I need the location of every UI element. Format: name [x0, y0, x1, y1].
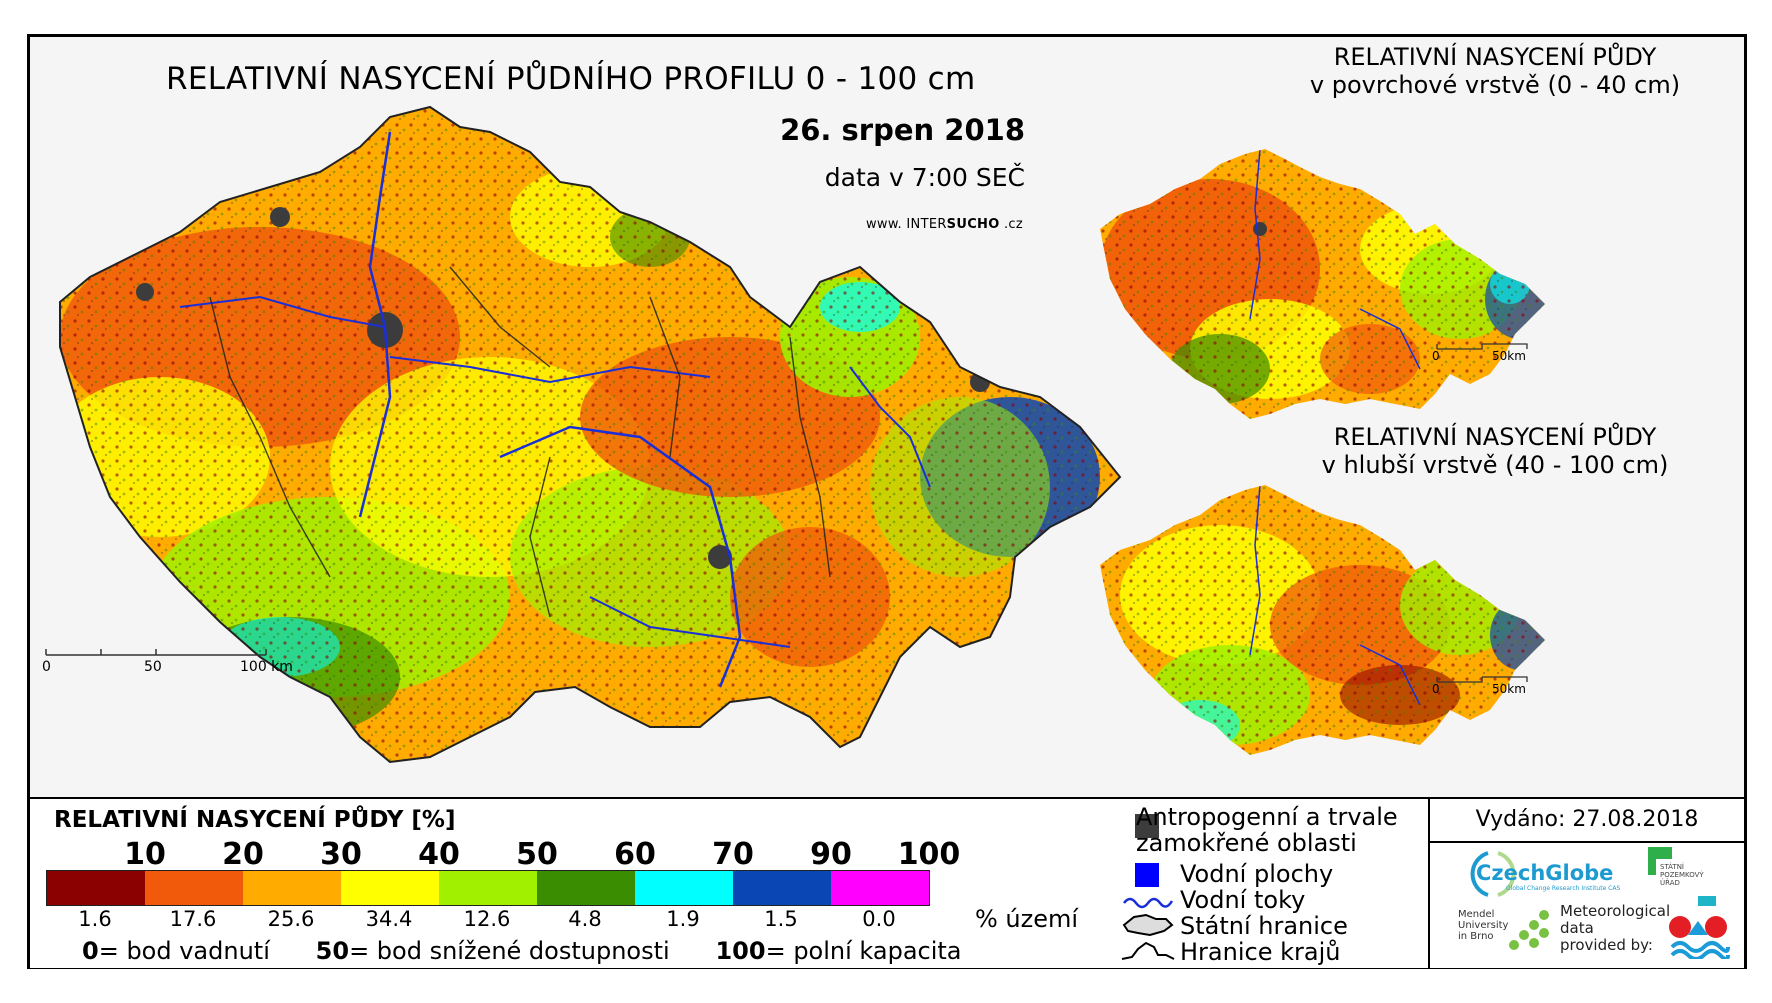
- surface-title-line2: v povrchové vrstvě (0 - 40 cm): [1309, 71, 1681, 99]
- legend-bin-label: 100: [897, 837, 961, 872]
- deep-layer-title: RELATIVNÍ NASYCENÍ PŮDY v hlubší vrstvě …: [1250, 423, 1740, 479]
- legend-bin-label: 10: [124, 837, 166, 872]
- legend-color-swatch: [145, 871, 243, 905]
- website-bold: SUCHO: [946, 217, 1000, 232]
- legend-color-bar: [46, 870, 930, 906]
- spu-line1: STÁTNÍ: [1660, 863, 1684, 871]
- def-0-text: = bod vadnutí: [98, 937, 270, 965]
- rivers-label: Vodní toky: [1180, 886, 1306, 914]
- legend-area-percent: 4.8: [568, 907, 602, 931]
- state-border-icon: [1122, 913, 1174, 937]
- legend-color-swatch: [537, 871, 635, 905]
- legend-area-percent: 0.0: [862, 907, 896, 931]
- def-100-text: = polní kapacita: [765, 937, 962, 965]
- main-map-svg: [45, 106, 1545, 763]
- legend-color-swatch: [47, 871, 145, 905]
- mendel-logo-icon: [1509, 910, 1549, 950]
- legend-area-percent: 1.6: [78, 907, 112, 931]
- legend-bin-label: 90: [810, 837, 852, 872]
- spu-line2: POZEMKOVÝ: [1660, 871, 1704, 879]
- legend-bin-label: 70: [712, 837, 754, 872]
- anthropogenic-area-swatch: [1135, 814, 1159, 838]
- surface-scale-0: 0: [1432, 349, 1440, 363]
- surface-layer-title: RELATIVNÍ NASYCENÍ PŮDY v povrchové vrst…: [1250, 43, 1740, 99]
- deep-title-line1: RELATIVNÍ NASYCENÍ PŮDY: [1333, 423, 1657, 451]
- website-suffix: .cz: [999, 217, 1023, 232]
- def-50-text: = bod snížené dostupnosti: [349, 937, 670, 965]
- river-line-icon: [1123, 897, 1174, 909]
- def-0-num: 0: [82, 937, 99, 965]
- main-scale-label-0: 0: [42, 659, 51, 675]
- spu-logo-icon: [1648, 847, 1672, 859]
- legend-bin-label: 60: [614, 837, 656, 872]
- mendel-logo-text: Mendel University in Brno: [1458, 909, 1508, 942]
- website-link[interactable]: www. INTERSUCHO .cz: [30, 217, 1023, 232]
- legend-area-percent: 1.5: [764, 907, 798, 931]
- legend-color-swatch: [439, 871, 537, 905]
- region-border-icon: [1121, 941, 1175, 960]
- anthropogenic-line1: Antropogenní a trvale: [1136, 803, 1398, 831]
- legend-bin-label: 40: [418, 837, 460, 872]
- surface-title-line1: RELATIVNÍ NASYCENÍ PŮDY: [1333, 43, 1657, 71]
- spu-line3: ÚŘAD: [1660, 879, 1680, 887]
- legend-divider: [1428, 799, 1430, 968]
- legend-color-swatch: [341, 871, 439, 905]
- def-50-num: 50: [315, 937, 350, 965]
- data-time: data v 7:00 SEČ: [824, 163, 1025, 192]
- legend-area-percent: 25.6: [267, 907, 315, 931]
- czechglobe-logo-subtitle: Global Change Research Institute CAS: [1506, 885, 1621, 892]
- mendel-line3: in Brno: [1458, 931, 1494, 942]
- anthropogenic-line2: zamokřené oblasti: [1136, 829, 1357, 857]
- legend-color-swatch: [635, 871, 733, 905]
- legend-area-percent: 12.6: [463, 907, 511, 931]
- mendel-line2: University: [1458, 920, 1509, 931]
- def-100-num: 100: [715, 937, 766, 965]
- czechglobe-logo-icon: [1470, 851, 1516, 897]
- region-border-label: Hranice krajů: [1180, 938, 1341, 966]
- issued-date: Vydáno: 27.08.2018: [1475, 807, 1699, 832]
- map-area: RELATIVNÍ NASYCENÍ PŮDNÍHO PROFILU 0 - 1…: [30, 37, 1744, 797]
- issued-divider: [1428, 841, 1744, 843]
- legend-title: RELATIVNÍ NASYCENÍ PŮDY [%]: [54, 807, 456, 833]
- legend-color-swatch: [243, 871, 341, 905]
- chmi-logo-icon: [1669, 916, 1730, 959]
- deep-scale-0: 0: [1432, 682, 1440, 696]
- legend-bin-label: 20: [222, 837, 264, 872]
- legend-area-percent: 34.4: [365, 907, 413, 931]
- met-line2: data: [1560, 919, 1594, 937]
- map-title: RELATIVNÍ NASYCENÍ PŮDNÍHO PROFILU 0 - 1…: [166, 61, 976, 97]
- legend-panel: RELATIVNÍ NASYCENÍ PŮDY [%] 10 20 30 40 50 60…: [30, 797, 1744, 968]
- spu-logo-bar: [1648, 859, 1656, 875]
- met-data-text: Meteorological data provided by:: [1560, 903, 1670, 954]
- met-line3: provided by:: [1560, 936, 1653, 954]
- main-scale-label-100: 100 km: [240, 659, 293, 675]
- legend-bin-label: 50: [516, 837, 558, 872]
- map-date: 26. srpen 2018: [780, 113, 1025, 147]
- main-scale-label-50: 50: [144, 659, 162, 675]
- legend-definitions: 0= bod vadnutí 50= bod snížené dostupnos…: [82, 937, 962, 965]
- legend-area-percent: 1.9: [666, 907, 700, 931]
- legend-color-swatch: [831, 871, 929, 905]
- spu-logo-text: STÁTNÍ POZEMKOVÝ ÚŘAD: [1660, 863, 1704, 887]
- czechglobe-logo-text: CzechGlobe: [1476, 861, 1614, 885]
- legend-area-percent: 17.6: [169, 907, 217, 931]
- met-line1: Meteorological: [1560, 902, 1671, 920]
- legend-bin-label: 30: [320, 837, 362, 872]
- legend-color-swatch: [733, 871, 831, 905]
- area-unit-label: % území: [975, 905, 1079, 933]
- spu-logo-accent: [1698, 896, 1716, 906]
- water-areas-label: Vodní plochy: [1180, 860, 1334, 888]
- mendel-line1: Mendel: [1458, 909, 1495, 920]
- website-prefix: www. INTER: [865, 217, 947, 232]
- deep-title-line2: v hlubší vrstvě (40 - 100 cm): [1321, 451, 1669, 479]
- map-frame: RELATIVNÍ NASYCENÍ PŮDNÍHO PROFILU 0 - 1…: [27, 34, 1747, 969]
- anthropogenic-label: Antropogenní a trvale zamokřené oblasti: [1136, 804, 1398, 856]
- surface-scale-50: 50km: [1492, 349, 1526, 363]
- deep-scale-50: 50km: [1492, 682, 1526, 696]
- state-border-label: Státní hranice: [1180, 912, 1348, 940]
- water-area-swatch: [1135, 863, 1159, 887]
